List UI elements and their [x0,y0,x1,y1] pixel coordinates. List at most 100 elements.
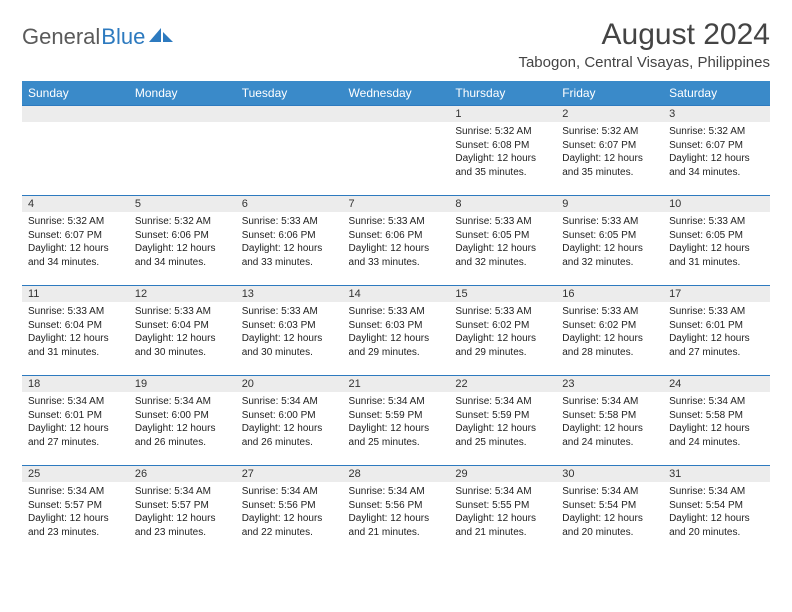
sunset-text: Sunset: 6:07 PM [28,229,123,243]
day-number: 17 [663,286,770,302]
day-content: Sunrise: 5:33 AMSunset: 6:05 PMDaylight:… [556,212,663,273]
sunset-text: Sunset: 5:57 PM [135,499,230,513]
daylight-text: Daylight: 12 hours and 25 minutes. [349,422,444,449]
sunset-text: Sunset: 6:03 PM [242,319,337,333]
sunrise-text: Sunrise: 5:32 AM [455,125,550,139]
daylight-text: Daylight: 12 hours and 35 minutes. [562,152,657,179]
sunset-text: Sunset: 5:57 PM [28,499,123,513]
day-header: Saturday [663,81,770,106]
day-content: Sunrise: 5:34 AMSunset: 5:59 PMDaylight:… [449,392,556,453]
day-content: Sunrise: 5:33 AMSunset: 6:05 PMDaylight:… [449,212,556,273]
sunrise-text: Sunrise: 5:32 AM [135,215,230,229]
daylight-text: Daylight: 12 hours and 29 minutes. [455,332,550,359]
day-header: Sunday [22,81,129,106]
calendar-day-cell: 28Sunrise: 5:34 AMSunset: 5:56 PMDayligh… [343,466,450,556]
sunrise-text: Sunrise: 5:33 AM [455,305,550,319]
calendar-day-cell: 31Sunrise: 5:34 AMSunset: 5:54 PMDayligh… [663,466,770,556]
calendar-day-cell: 23Sunrise: 5:34 AMSunset: 5:58 PMDayligh… [556,376,663,466]
day-number: 4 [22,196,129,212]
daylight-text: Daylight: 12 hours and 30 minutes. [242,332,337,359]
sunset-text: Sunset: 5:59 PM [349,409,444,423]
logo-word-blue: Blue [101,24,145,50]
day-content: Sunrise: 5:33 AMSunset: 6:04 PMDaylight:… [22,302,129,363]
daylight-text: Daylight: 12 hours and 23 minutes. [135,512,230,539]
day-content: Sunrise: 5:34 AMSunset: 5:56 PMDaylight:… [236,482,343,543]
sunset-text: Sunset: 6:05 PM [455,229,550,243]
calendar-day-cell: 7Sunrise: 5:33 AMSunset: 6:06 PMDaylight… [343,196,450,286]
daylight-text: Daylight: 12 hours and 29 minutes. [349,332,444,359]
sunset-text: Sunset: 5:59 PM [455,409,550,423]
sunset-text: Sunset: 6:04 PM [28,319,123,333]
calendar-week-row: 11Sunrise: 5:33 AMSunset: 6:04 PMDayligh… [22,286,770,376]
calendar-day-cell: 29Sunrise: 5:34 AMSunset: 5:55 PMDayligh… [449,466,556,556]
daylight-text: Daylight: 12 hours and 27 minutes. [669,332,764,359]
day-content: Sunrise: 5:34 AMSunset: 5:55 PMDaylight:… [449,482,556,543]
day-number-empty [236,106,343,122]
sunrise-text: Sunrise: 5:33 AM [242,305,337,319]
day-content: Sunrise: 5:34 AMSunset: 5:58 PMDaylight:… [663,392,770,453]
sunrise-text: Sunrise: 5:34 AM [562,485,657,499]
sunrise-text: Sunrise: 5:34 AM [349,395,444,409]
day-number: 15 [449,286,556,302]
sunset-text: Sunset: 5:54 PM [562,499,657,513]
calendar-day-cell: 11Sunrise: 5:33 AMSunset: 6:04 PMDayligh… [22,286,129,376]
calendar-table: SundayMondayTuesdayWednesdayThursdayFrid… [22,81,770,556]
sunrise-text: Sunrise: 5:33 AM [455,215,550,229]
day-number-empty [22,106,129,122]
day-number: 29 [449,466,556,482]
sunset-text: Sunset: 5:56 PM [242,499,337,513]
day-number: 25 [22,466,129,482]
day-content: Sunrise: 5:33 AMSunset: 6:01 PMDaylight:… [663,302,770,363]
daylight-text: Daylight: 12 hours and 30 minutes. [135,332,230,359]
location-text: Tabogon, Central Visayas, Philippines [518,54,770,71]
daylight-text: Daylight: 12 hours and 33 minutes. [349,242,444,269]
calendar-day-cell [129,106,236,196]
title-block: August 2024 Tabogon, Central Visayas, Ph… [518,18,770,71]
calendar-day-cell: 6Sunrise: 5:33 AMSunset: 6:06 PMDaylight… [236,196,343,286]
sunrise-text: Sunrise: 5:32 AM [28,215,123,229]
sunset-text: Sunset: 6:05 PM [669,229,764,243]
day-number: 26 [129,466,236,482]
day-content: Sunrise: 5:34 AMSunset: 6:00 PMDaylight:… [236,392,343,453]
calendar-day-cell: 2Sunrise: 5:32 AMSunset: 6:07 PMDaylight… [556,106,663,196]
calendar-day-cell: 17Sunrise: 5:33 AMSunset: 6:01 PMDayligh… [663,286,770,376]
daylight-text: Daylight: 12 hours and 32 minutes. [455,242,550,269]
month-title: August 2024 [518,18,770,52]
sunset-text: Sunset: 6:01 PM [669,319,764,333]
day-number: 5 [129,196,236,212]
sunset-text: Sunset: 6:05 PM [562,229,657,243]
sunrise-text: Sunrise: 5:33 AM [669,215,764,229]
sunrise-text: Sunrise: 5:34 AM [669,485,764,499]
calendar-day-cell: 24Sunrise: 5:34 AMSunset: 5:58 PMDayligh… [663,376,770,466]
day-number: 31 [663,466,770,482]
daylight-text: Daylight: 12 hours and 22 minutes. [242,512,337,539]
daylight-text: Daylight: 12 hours and 31 minutes. [28,332,123,359]
daylight-text: Daylight: 12 hours and 34 minutes. [135,242,230,269]
day-number-empty [343,106,450,122]
day-content: Sunrise: 5:33 AMSunset: 6:03 PMDaylight:… [236,302,343,363]
day-number: 23 [556,376,663,392]
calendar-day-cell: 3Sunrise: 5:32 AMSunset: 6:07 PMDaylight… [663,106,770,196]
day-number: 19 [129,376,236,392]
day-content: Sunrise: 5:32 AMSunset: 6:07 PMDaylight:… [663,122,770,183]
day-header: Friday [556,81,663,106]
calendar-day-cell [22,106,129,196]
calendar-day-cell: 18Sunrise: 5:34 AMSunset: 6:01 PMDayligh… [22,376,129,466]
sunset-text: Sunset: 6:04 PM [135,319,230,333]
calendar-week-row: 25Sunrise: 5:34 AMSunset: 5:57 PMDayligh… [22,466,770,556]
calendar-day-cell: 16Sunrise: 5:33 AMSunset: 6:02 PMDayligh… [556,286,663,376]
calendar-week-row: 1Sunrise: 5:32 AMSunset: 6:08 PMDaylight… [22,106,770,196]
daylight-text: Daylight: 12 hours and 25 minutes. [455,422,550,449]
calendar-day-cell: 12Sunrise: 5:33 AMSunset: 6:04 PMDayligh… [129,286,236,376]
day-number: 11 [22,286,129,302]
day-number: 24 [663,376,770,392]
calendar-day-cell: 13Sunrise: 5:33 AMSunset: 6:03 PMDayligh… [236,286,343,376]
day-content: Sunrise: 5:33 AMSunset: 6:05 PMDaylight:… [663,212,770,273]
calendar-day-cell: 10Sunrise: 5:33 AMSunset: 6:05 PMDayligh… [663,196,770,286]
day-content: Sunrise: 5:33 AMSunset: 6:03 PMDaylight:… [343,302,450,363]
sunrise-text: Sunrise: 5:34 AM [28,485,123,499]
calendar-day-cell [343,106,450,196]
sunset-text: Sunset: 6:06 PM [242,229,337,243]
day-number: 30 [556,466,663,482]
calendar-day-cell: 1Sunrise: 5:32 AMSunset: 6:08 PMDaylight… [449,106,556,196]
